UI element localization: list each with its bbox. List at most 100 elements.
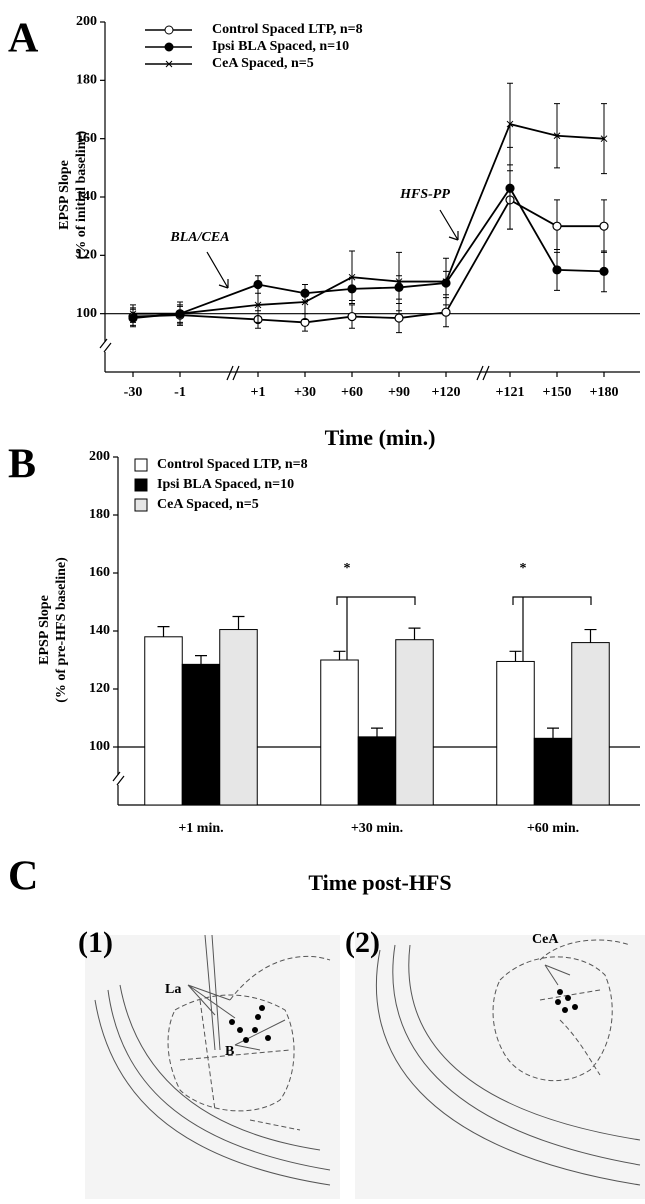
panel-label: C bbox=[8, 854, 38, 900]
error-bar bbox=[408, 627, 421, 640]
histology-image bbox=[85, 934, 340, 1199]
legend-marker bbox=[164, 25, 174, 35]
y-axis-title: (% of initial baseline) bbox=[74, 130, 89, 259]
legend-marker bbox=[164, 42, 174, 52]
x-tick-label: +60 bbox=[341, 385, 363, 400]
legend-label: CeA Spaced, n=5 bbox=[212, 56, 314, 71]
error-bar bbox=[547, 727, 559, 739]
error-bar bbox=[157, 626, 170, 637]
y-tick-label: 160 bbox=[76, 131, 97, 146]
legend-swatch bbox=[134, 498, 148, 512]
x-tick-label: +1 bbox=[251, 385, 266, 400]
point bbox=[347, 311, 357, 322]
y-tick-label: 140 bbox=[89, 623, 110, 638]
point bbox=[506, 120, 514, 128]
bar bbox=[181, 663, 221, 806]
legend-marker bbox=[165, 60, 173, 68]
y-axis-title: EPSP Slope bbox=[37, 595, 52, 665]
axis-break bbox=[99, 338, 112, 353]
point bbox=[599, 266, 609, 276]
significance-label: * bbox=[344, 561, 351, 576]
point bbox=[348, 273, 356, 281]
y-axis-title: EPSP Slope bbox=[57, 160, 72, 230]
error-bar bbox=[195, 655, 207, 665]
y-tick-label: 140 bbox=[76, 189, 97, 204]
x-tick-label: +90 bbox=[388, 385, 410, 400]
region-label: La bbox=[165, 982, 181, 997]
region-label: B bbox=[225, 1044, 234, 1059]
bar bbox=[496, 660, 535, 806]
error-bar bbox=[584, 628, 597, 643]
legend-label: Ipsi BLA Spaced, n=10 bbox=[212, 39, 349, 54]
bar bbox=[395, 639, 434, 806]
x-tick-label: +180 bbox=[590, 385, 619, 400]
legend-label: Control Spaced LTP, n=8 bbox=[212, 22, 363, 37]
x-tick-label: -30 bbox=[124, 385, 143, 400]
point bbox=[254, 301, 262, 309]
point bbox=[599, 221, 609, 231]
error-bar bbox=[333, 650, 346, 660]
annotation: HFS-PP bbox=[399, 187, 450, 202]
x-tick-label: +120 bbox=[432, 385, 461, 400]
point bbox=[129, 310, 137, 318]
arrow bbox=[439, 209, 459, 241]
error-bar bbox=[371, 727, 383, 737]
y-tick-label: 180 bbox=[89, 507, 110, 522]
legend-swatch bbox=[134, 478, 148, 492]
point bbox=[441, 307, 451, 317]
bar bbox=[357, 736, 397, 806]
x-axis-title: Time post-HFS bbox=[308, 870, 451, 895]
legend-swatch bbox=[134, 458, 148, 472]
histology-image bbox=[355, 935, 645, 1199]
x-tick-label: -1 bbox=[174, 385, 186, 400]
y-tick-label: 100 bbox=[76, 306, 97, 321]
y-tick-label: 120 bbox=[89, 681, 110, 696]
series-line bbox=[132, 198, 604, 324]
legend-label: CeA Spaced, n=5 bbox=[157, 497, 259, 512]
region-label: CeA bbox=[532, 932, 559, 947]
point bbox=[600, 135, 608, 143]
panel-label: A bbox=[8, 16, 39, 62]
y-tick-label: 180 bbox=[76, 73, 97, 88]
axis-break bbox=[112, 771, 125, 786]
y-tick-label: 120 bbox=[76, 248, 97, 263]
axis-break bbox=[226, 365, 490, 381]
error-bar bbox=[509, 650, 522, 662]
point bbox=[552, 265, 562, 275]
point bbox=[553, 132, 561, 140]
x-tick-label: +60 min. bbox=[527, 821, 579, 836]
y-tick-label: 200 bbox=[89, 449, 110, 464]
point bbox=[395, 278, 403, 285]
x-tick-label: +30 min. bbox=[351, 821, 403, 836]
point bbox=[301, 298, 309, 306]
arrow bbox=[206, 251, 229, 289]
bar bbox=[144, 636, 183, 806]
point bbox=[442, 278, 450, 285]
y-tick-label: 100 bbox=[89, 739, 110, 754]
x-tick-label: +150 bbox=[543, 385, 572, 400]
point bbox=[552, 221, 562, 231]
point bbox=[176, 310, 184, 318]
y-tick-label: 160 bbox=[89, 565, 110, 580]
series-line bbox=[132, 186, 605, 319]
x-tick-label: +121 bbox=[496, 385, 525, 400]
panel-label: B bbox=[8, 442, 36, 488]
x-tick-label: +1 min. bbox=[178, 821, 223, 836]
image-label: (2) bbox=[345, 926, 380, 959]
significance-label: * bbox=[520, 561, 527, 576]
bar bbox=[571, 642, 610, 806]
bar bbox=[533, 737, 573, 806]
bar bbox=[320, 659, 359, 806]
series-line bbox=[133, 123, 605, 315]
x-axis-title: Time (min.) bbox=[325, 425, 436, 450]
point bbox=[505, 183, 515, 193]
error-bar bbox=[232, 615, 245, 630]
bar bbox=[219, 629, 258, 806]
legend-label: Control Spaced LTP, n=8 bbox=[157, 457, 308, 472]
point bbox=[394, 313, 404, 323]
legend-label: Ipsi BLA Spaced, n=10 bbox=[157, 477, 294, 492]
y-tick-label: 200 bbox=[76, 14, 97, 29]
annotation: BLA/CEA bbox=[169, 230, 229, 245]
image-label: (1) bbox=[78, 926, 113, 959]
